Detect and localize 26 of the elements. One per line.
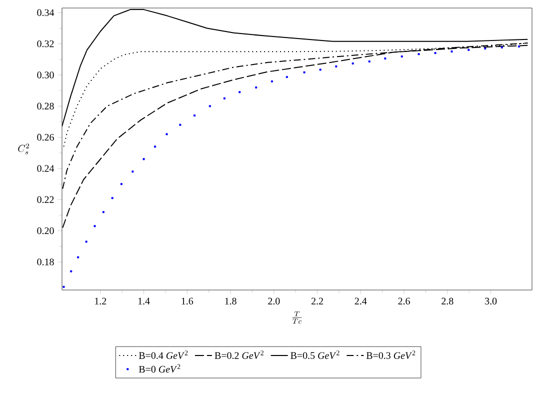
x-tick-label: 2.4 (354, 298, 367, 305)
y-tick-label: 0.30 (37, 72, 54, 78)
x-tick-label: 1.8 (225, 298, 236, 305)
x-tick-label: 2.8 (442, 298, 454, 305)
x-tick-label: 2.0 (268, 298, 280, 305)
x-tick-label: 2.2 (312, 298, 323, 305)
legend-label: B=0.4 GeV$^{2}$ (138, 350, 188, 359)
x-tick-label: 1.2 (95, 298, 106, 305)
x-tick-label: 2.6 (398, 298, 410, 305)
y-tick-label: 0.26 (37, 134, 54, 141)
y-tick-label: 0.28 (37, 102, 54, 110)
y-tick-label: 0.22 (37, 196, 54, 204)
x-tick-label: 1.4 (138, 298, 150, 304)
y-tick-label: 0.20 (37, 227, 54, 234)
legend-label: B=0.2 GeV$^{2}$ (214, 350, 264, 359)
y-tick-label: 0.32 (37, 40, 54, 48)
y-tick-label: 0.24 (37, 165, 54, 172)
x-axis-title: $\frac{T}{Tc}$ (292, 311, 302, 324)
legend-label: B=0 GeV$^{2}$ (138, 364, 180, 373)
x-tick-label: 3.0 (485, 298, 497, 305)
y-axis-title: $C_s^2$ (18, 144, 30, 154)
legend-label: B=0.3 GeV$^{2}$ (366, 350, 416, 359)
y-tick-label: 0.18 (37, 258, 54, 266)
legend-label: B=0.5 GeV$^{2}$ (290, 350, 340, 359)
x-tick-label: 1.6 (182, 298, 194, 305)
y-tick-label: 0.34 (37, 9, 54, 16)
